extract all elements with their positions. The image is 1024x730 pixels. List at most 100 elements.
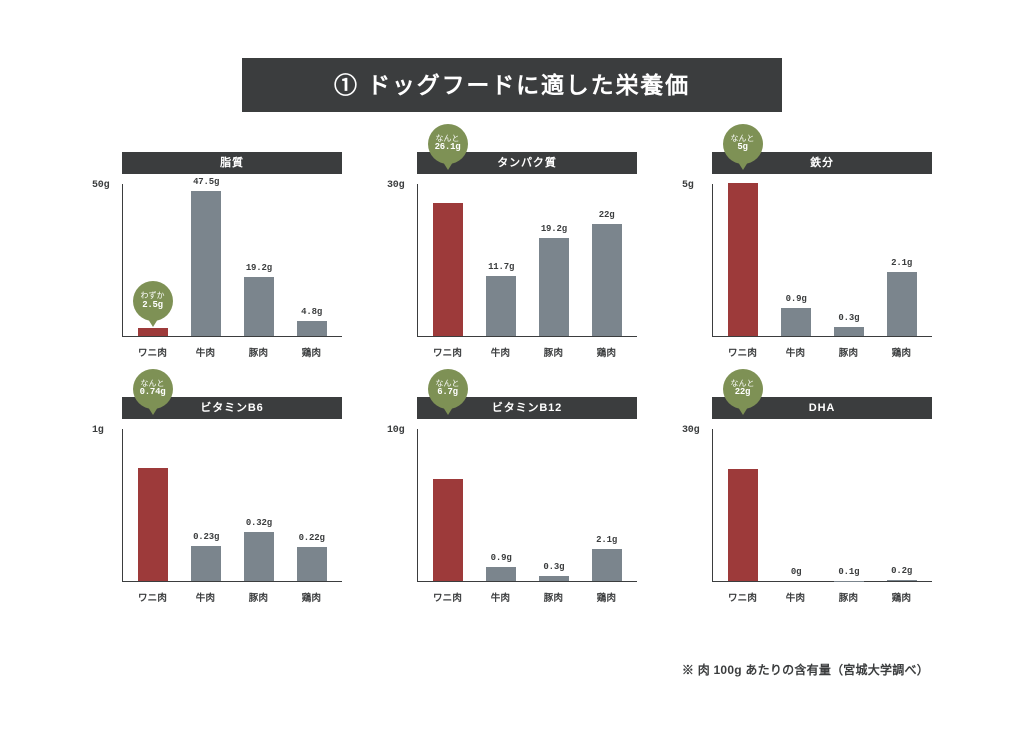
bar-value-label: 22g — [584, 210, 630, 220]
bar-slot: 0.9g — [773, 308, 819, 336]
bars-container: 11.7g19.2g22g — [418, 184, 637, 336]
callout-value: 2.5g — [142, 301, 163, 311]
bars-container: 0.9g 0.3g 2.1g — [713, 184, 932, 336]
callout-bubble: なんと0.74g — [133, 369, 173, 409]
bar — [297, 547, 327, 581]
y-axis-max-label: 30g — [387, 180, 404, 191]
x-axis-labels: ワニ肉牛肉豚肉鶏肉 — [122, 590, 342, 604]
x-axis-labels: ワニ肉牛肉豚肉鶏肉 — [712, 345, 932, 359]
callout-tail — [148, 407, 158, 415]
callout-circle: なんと26.1g — [428, 124, 468, 164]
bar — [486, 567, 516, 581]
bars-container: 0.9g0.3g2.1g — [418, 429, 637, 581]
bar-value-label: 11.7g — [478, 262, 524, 272]
bar-slot: 0.2g — [879, 580, 925, 581]
x-axis-label: ワニ肉 — [720, 345, 766, 359]
bar-value-label: 2.1g — [584, 535, 630, 545]
bar-value-label: 0g — [773, 567, 819, 577]
bar-slot — [425, 203, 471, 336]
bar-value-label: 0.32g — [236, 518, 282, 528]
bar-slot: 19.2g — [236, 277, 282, 336]
bar-value-label: 4.8g — [289, 307, 335, 317]
plot-area: 0.23g0.32g0.22g — [122, 429, 342, 582]
bar — [834, 581, 864, 582]
callout-bubble: なんと5g — [723, 124, 763, 164]
callout-circle: なんと6.7g — [428, 369, 468, 409]
x-axis-label: 鶏肉 — [584, 590, 630, 604]
bar-slot — [130, 468, 176, 581]
bar — [539, 576, 569, 581]
bar — [191, 191, 221, 336]
bars-container: 0g 0.1g 0.2g — [713, 429, 932, 581]
callout-circle: なんと0.74g — [133, 369, 173, 409]
bar-value-label: 0.3g — [531, 562, 577, 572]
x-axis-labels: ワニ肉牛肉豚肉鶏肉 — [122, 345, 342, 359]
bar — [592, 549, 622, 581]
bar-highlight — [138, 468, 168, 581]
page-title: ① ドッグフードに適した栄養価 — [242, 58, 782, 112]
chart-vitb6: ビタミンB61g0.23g0.32g0.22gワニ肉牛肉豚肉鶏肉なんと0.74g — [92, 397, 342, 612]
bar-slot: 2.1g — [584, 549, 630, 581]
x-axis-label: 牛肉 — [478, 345, 524, 359]
footnote: ※ 肉 100g あたりの含有量（宮城大学調べ） — [682, 661, 929, 678]
bar-value-label: 0.2g — [879, 566, 925, 576]
bars-container: 0.23g0.32g0.22g — [123, 429, 342, 581]
bar-slot — [720, 183, 766, 336]
x-axis-label: 豚肉 — [236, 345, 282, 359]
bar — [486, 276, 516, 336]
x-axis-label: 牛肉 — [183, 345, 229, 359]
callout-tail — [443, 162, 453, 170]
bar — [244, 532, 274, 581]
bar-slot: 4.8g — [289, 321, 335, 336]
x-axis-label: ワニ肉 — [425, 590, 471, 604]
callout-circle: わずか2.5g — [133, 281, 173, 321]
chart-fat: 脂質 50g 47.5g 19.2g 4.8g ワニ肉牛肉豚肉鶏肉 わずか2.5g — [92, 152, 342, 367]
y-axis-max-label: 10g — [387, 425, 404, 436]
x-axis-label: 豚肉 — [826, 345, 872, 359]
bar-value-label: 2.1g — [879, 258, 925, 268]
bar-highlight — [728, 469, 758, 581]
bar-slot — [425, 479, 471, 582]
x-axis-label: ワニ肉 — [130, 590, 176, 604]
bar-slot: 0.23g — [183, 546, 229, 581]
bar-slot: 2.1g — [879, 272, 925, 336]
chart-title: 脂質 — [122, 152, 342, 174]
y-axis-max-label: 5g — [682, 180, 694, 191]
callout-bubble: わずか2.5g — [133, 281, 173, 321]
x-axis-label: 鶏肉 — [289, 590, 335, 604]
chart-vitb12: ビタミンB1210g0.9g0.3g2.1gワニ肉牛肉豚肉鶏肉なんと6.7g — [387, 397, 637, 612]
x-axis-label: 牛肉 — [773, 590, 819, 604]
bar-slot: 0.32g — [236, 532, 282, 581]
chart-iron: 鉄分5g0.9g0.3g2.1gワニ肉牛肉豚肉鶏肉なんと5g — [682, 152, 932, 367]
callout-value: 6.7g — [437, 388, 458, 398]
bar-slot — [130, 328, 176, 336]
x-axis-label: 鶏肉 — [289, 345, 335, 359]
bar-slot: 11.7g — [478, 276, 524, 336]
y-axis-max-label: 50g — [92, 180, 109, 191]
bar-slot: 0.3g — [826, 327, 872, 336]
bar-highlight — [433, 479, 463, 582]
callout-circle: なんと5g — [723, 124, 763, 164]
bar-slot: 0.1g — [826, 581, 872, 582]
x-axis-label: 豚肉 — [826, 590, 872, 604]
bar-value-label: 0.3g — [826, 313, 872, 323]
bar-slot: 19.2g — [531, 238, 577, 336]
bar — [887, 272, 917, 336]
bar-slot: 22g — [584, 224, 630, 336]
bar-value-label: 19.2g — [531, 224, 577, 234]
x-axis-label: 牛肉 — [478, 590, 524, 604]
callout-bubble: なんと22g — [723, 369, 763, 409]
y-axis-max-label: 1g — [92, 425, 104, 436]
callout-bubble: なんと26.1g — [428, 124, 468, 164]
bar-value-label: 0.1g — [826, 567, 872, 577]
bar-value-label: 19.2g — [236, 263, 282, 273]
bar-value-label: 0.23g — [183, 532, 229, 542]
chart-grid: 脂質50g47.5g19.2g4.8gワニ肉牛肉豚肉鶏肉わずか2.5gタンパク質… — [92, 152, 932, 612]
bar-value-label: 47.5g — [183, 177, 229, 187]
bar-slot: 0.22g — [289, 547, 335, 581]
callout-value: 0.74g — [140, 388, 166, 398]
x-axis-label: ワニ肉 — [425, 345, 471, 359]
x-axis-label: 豚肉 — [531, 590, 577, 604]
callout-circle: なんと22g — [723, 369, 763, 409]
bar-highlight — [433, 203, 463, 336]
